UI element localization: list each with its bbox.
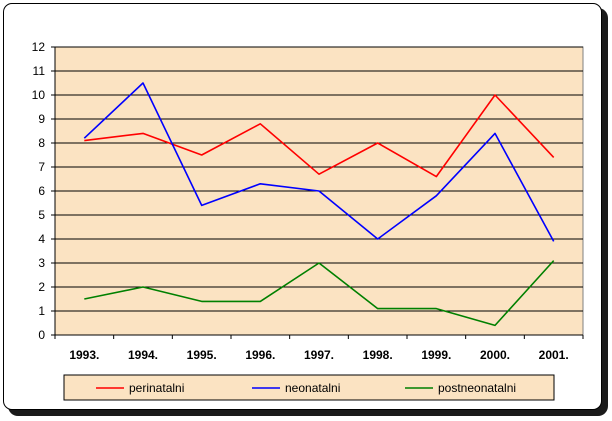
y-tick-label: 5 (38, 208, 45, 222)
y-tick-label: 3 (38, 256, 45, 270)
y-tick-label: 8 (38, 136, 45, 150)
y-tick-label: 10 (32, 88, 46, 102)
legend-label: postneonatalni (438, 381, 516, 395)
y-tick-label: 12 (32, 40, 46, 54)
x-tick-label: 1998. (363, 348, 393, 362)
x-tick-label: 2000. (480, 348, 510, 362)
x-tick-label: 1993. (69, 348, 99, 362)
series-lines (83, 82, 555, 327)
y-tick-label: 4 (38, 232, 45, 246)
y-tick-label: 0 (38, 328, 45, 342)
series-line-perinatalni (84, 94, 555, 178)
y-tick-label: 11 (33, 64, 46, 78)
series-line-postneonatalni (84, 260, 555, 327)
y-tick-label: 1 (38, 304, 45, 318)
x-tick-label: 1999. (421, 348, 451, 362)
legend: perinatalni neonatalni postneonatalni (63, 374, 555, 401)
x-tick-label: 1994. (128, 348, 158, 362)
x-tick-label: 1995. (187, 348, 217, 362)
legend-box (63, 374, 555, 401)
legend-label: neonatalni (285, 381, 340, 395)
x-tick-label: 1997. (304, 348, 334, 362)
series-line-neonatalni (83, 82, 555, 242)
x-tick-label: 1996. (245, 348, 275, 362)
x-tick-label: 2001. (539, 348, 569, 362)
y-tick-label: 6 (38, 184, 45, 198)
x-axis-ticks: 1993. 1994. 1995. 1996. 1997. 1998. 1999. 2000.… (54, 335, 584, 362)
y-tick-label: 7 (38, 160, 45, 174)
legend-label: perinatalni (129, 381, 184, 395)
y-tick-label: 9 (38, 112, 45, 126)
y-tick-label: 2 (38, 280, 45, 294)
